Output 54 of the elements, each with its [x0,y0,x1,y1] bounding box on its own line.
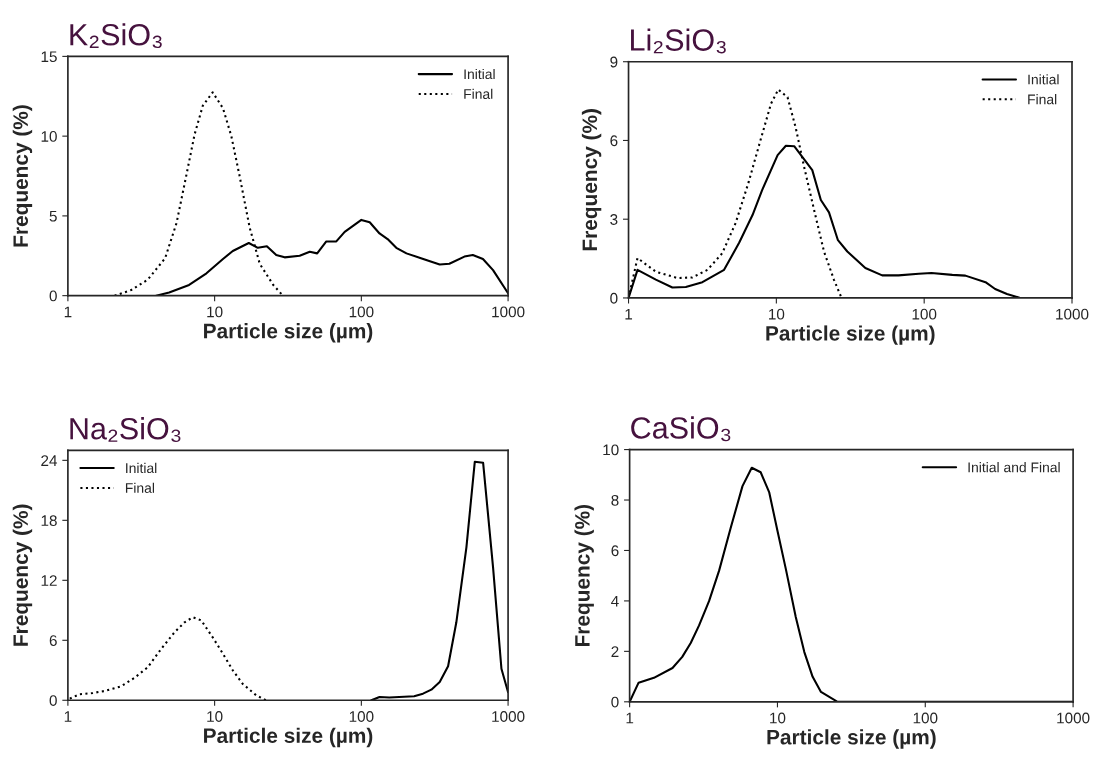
x-tick-label: 10 [207,711,223,722]
legend-label: Initial and Final [968,462,1060,473]
y-tick-label: 12 [41,575,57,586]
legend-label: Final [464,88,493,99]
x-tick-label: 1000 [1057,712,1090,724]
y-tick-label: 18 [41,515,57,527]
y-tick-label: 5 [49,210,57,222]
y-tick-label: 0 [49,695,57,706]
y-axis-title: Frequency (%) [12,105,33,247]
y-tick-label: 2 [611,646,619,657]
y-tick-label: 24 [41,455,58,466]
chart-title: Li₂SiO₃ [631,28,726,54]
chart-title: K₂SiO₃ [70,23,162,49]
y-tick-label: 3 [610,214,618,225]
y-tick-label: 0 [611,696,619,708]
x-tick-label: 1000 [1056,308,1089,320]
x-tick-label: 1 [626,712,634,724]
x-axis-title: Particle size (µm) [767,729,936,749]
y-axis-title: Frequency (%) [12,504,33,646]
legend-label: Initial [1028,74,1059,85]
y-tick-label: 0 [610,292,618,304]
y-tick-label: 6 [49,635,57,646]
x-tick-label: 100 [349,711,374,722]
y-tick-label: 6 [611,545,619,557]
x-tick-label: 100 [912,308,937,320]
y-tick-label: 10 [41,131,57,142]
legend-label: Final [1028,94,1057,105]
y-tick-label: 4 [611,595,619,607]
chart-title: CaSiO₃ [631,416,731,442]
x-tick-label: 1 [625,308,633,320]
x-tick-label: 10 [769,308,785,320]
x-tick-label: 1000 [492,306,525,318]
x-tick-label: 100 [913,712,938,724]
y-axis-title: Frequency (%) [574,504,594,647]
y-tick-label: 6 [610,135,618,147]
x-tick-label: 10 [770,712,786,724]
x-tick-label: 1 [64,306,72,318]
chart-title: Na₂SiO₃ [70,417,181,442]
x-tick-label: 10 [207,306,223,318]
x-axis-title: Particle size (µm) [766,325,935,345]
legend-label: Initial [464,68,495,80]
legend-label: Initial [126,462,157,474]
x-tick-label: 1000 [492,711,525,722]
x-tick-label: 1 [64,711,72,722]
y-tick-label: 8 [611,494,619,506]
y-tick-label: 15 [41,51,57,63]
x-tick-label: 100 [349,306,374,318]
y-tick-label: 10 [603,444,619,456]
legend-label: Final [125,482,155,493]
x-axis-title: Particle size (µm) [204,323,373,343]
x-axis-title: Particle size (µm) [204,727,373,748]
y-tick-label: 9 [610,56,618,68]
y-axis-title: Frequency (%) [581,109,602,251]
y-tick-label: 0 [49,290,57,302]
